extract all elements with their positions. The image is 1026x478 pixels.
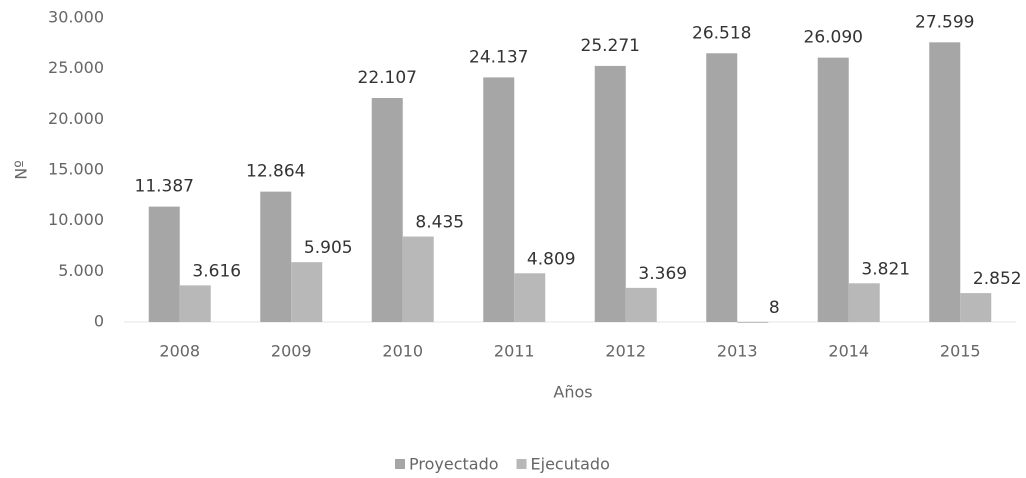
legend-label: Ejecutado: [531, 455, 610, 474]
data-label: 8.435: [415, 213, 464, 233]
data-label: 22.107: [358, 68, 417, 88]
data-label: 3.616: [192, 261, 241, 281]
bar: [817, 57, 849, 322]
data-label: 25.271: [581, 36, 640, 56]
bar: [291, 262, 323, 322]
legend-swatch: [395, 459, 405, 469]
bar: [625, 287, 657, 322]
bar: [594, 65, 626, 322]
y-tick-label: 10.000: [48, 210, 104, 229]
y-tick-label: 15.000: [48, 160, 104, 179]
data-label: 3.369: [638, 264, 687, 284]
data-label: 2.852: [973, 269, 1022, 289]
x-tick-label: 2009: [271, 342, 312, 361]
legend-label: Proyectado: [409, 455, 499, 474]
bar: [402, 236, 434, 322]
x-tick-label: 2012: [605, 342, 646, 361]
data-label: 5.905: [304, 238, 353, 258]
y-tick-label: 20.000: [48, 109, 104, 128]
y-tick-label: 5.000: [58, 261, 104, 280]
x-tick-label: 2011: [494, 342, 535, 361]
data-label: 3.821: [861, 259, 910, 279]
x-tick-label: 2014: [828, 342, 869, 361]
x-tick-label: 2015: [940, 342, 981, 361]
bar: [929, 42, 961, 322]
x-tick-label: 2008: [159, 342, 200, 361]
bar: [960, 293, 992, 322]
bar: [737, 321, 769, 323]
bar: [483, 77, 515, 322]
x-tick-label: 2013: [717, 342, 758, 361]
y-tick-label: 30.000: [48, 8, 104, 27]
data-label: 12.864: [246, 162, 305, 182]
bar: [179, 285, 211, 322]
legend-swatch: [516, 459, 527, 469]
y-axis-title: Nº: [12, 160, 31, 180]
x-tick-label: 2010: [382, 342, 423, 361]
x-axis-title: Años: [553, 383, 592, 402]
data-label: 8: [769, 298, 780, 318]
y-tick-label: 25.000: [48, 58, 104, 77]
data-label: 27.599: [915, 12, 974, 32]
data-label: 24.137: [469, 47, 528, 67]
bar: [848, 283, 880, 322]
bar: [260, 191, 292, 322]
data-label: 26.518: [692, 23, 751, 43]
y-tick-label: 0: [94, 312, 104, 331]
bar: [371, 97, 403, 323]
data-label: 4.809: [527, 249, 576, 269]
bar: [514, 273, 546, 322]
bar: [706, 53, 738, 322]
data-label: 11.387: [135, 177, 194, 197]
data-label: 26.090: [804, 28, 863, 48]
bar: [148, 206, 180, 322]
